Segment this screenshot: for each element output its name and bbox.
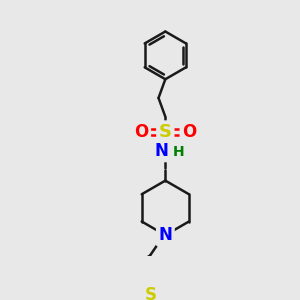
Text: N: N xyxy=(158,226,172,244)
Text: S: S xyxy=(144,286,156,300)
Text: H: H xyxy=(173,146,185,160)
Text: S: S xyxy=(159,123,172,141)
Text: O: O xyxy=(182,123,196,141)
Text: O: O xyxy=(134,123,148,141)
Text: N: N xyxy=(155,142,169,160)
